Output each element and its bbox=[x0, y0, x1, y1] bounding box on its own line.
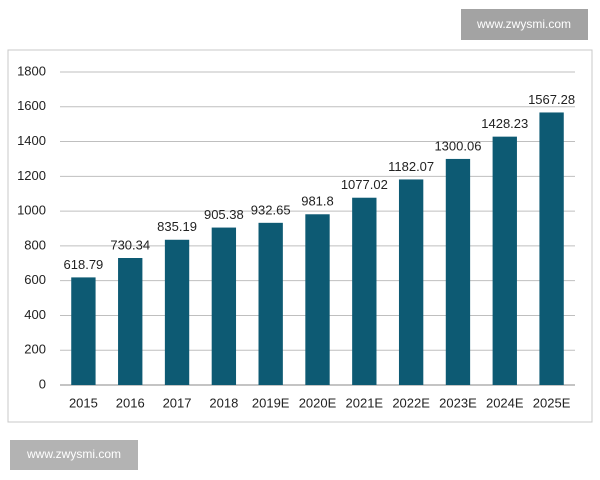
x-tick-label: 2020E bbox=[299, 395, 337, 410]
bar bbox=[258, 222, 283, 385]
x-tick-label: 2019E bbox=[252, 395, 290, 410]
bar bbox=[539, 112, 564, 386]
watermark-box bbox=[461, 9, 588, 40]
data-label: 905.38 bbox=[204, 207, 244, 222]
data-label: 730.34 bbox=[110, 237, 150, 252]
data-label: 1182.07 bbox=[388, 159, 434, 174]
watermark: www.zwysmi.com bbox=[26, 447, 121, 461]
bar bbox=[71, 277, 96, 385]
bar bbox=[164, 239, 190, 385]
data-label: 981.8 bbox=[301, 194, 334, 209]
watermark-box bbox=[10, 440, 138, 470]
bar bbox=[445, 158, 471, 385]
y-tick-label: 200 bbox=[24, 342, 46, 357]
y-tick-label: 0 bbox=[39, 376, 46, 391]
bar bbox=[352, 197, 377, 385]
bar bbox=[118, 258, 143, 385]
bar bbox=[398, 179, 424, 385]
y-tick-label: 1600 bbox=[17, 98, 46, 113]
data-label: 1567.28 bbox=[528, 92, 575, 107]
y-tick-label: 400 bbox=[24, 307, 46, 322]
x-tick-label: 2022E bbox=[392, 395, 430, 410]
y-tick-label: 1200 bbox=[17, 168, 46, 183]
bar bbox=[211, 227, 237, 385]
x-tick-label: 2025E bbox=[533, 395, 571, 410]
y-tick-label: 800 bbox=[24, 237, 46, 252]
y-tick-label: 1000 bbox=[17, 203, 46, 218]
x-tick-label: 2023E bbox=[439, 395, 477, 410]
data-label: 1300.06 bbox=[434, 138, 481, 153]
x-tick-label: 2021E bbox=[346, 395, 384, 410]
y-tick-label: 600 bbox=[24, 272, 46, 287]
data-label: 932.65 bbox=[251, 202, 291, 217]
data-label: 1077.02 bbox=[341, 177, 388, 192]
bar bbox=[305, 214, 330, 385]
y-tick-label: 1800 bbox=[17, 63, 46, 78]
bar bbox=[492, 136, 517, 385]
x-tick-label: 2018 bbox=[209, 395, 238, 410]
x-tick-label: 2024E bbox=[486, 395, 524, 410]
data-label: 835.19 bbox=[157, 219, 197, 234]
watermark: www.zwysmi.com bbox=[476, 17, 571, 31]
x-tick-label: 2016 bbox=[116, 395, 145, 410]
data-label: 1428.23 bbox=[481, 116, 528, 131]
x-tick-label: 2017 bbox=[163, 395, 192, 410]
y-tick-label: 1400 bbox=[17, 133, 46, 148]
data-label: 618.79 bbox=[64, 257, 104, 272]
x-tick-label: 2015 bbox=[69, 395, 98, 410]
